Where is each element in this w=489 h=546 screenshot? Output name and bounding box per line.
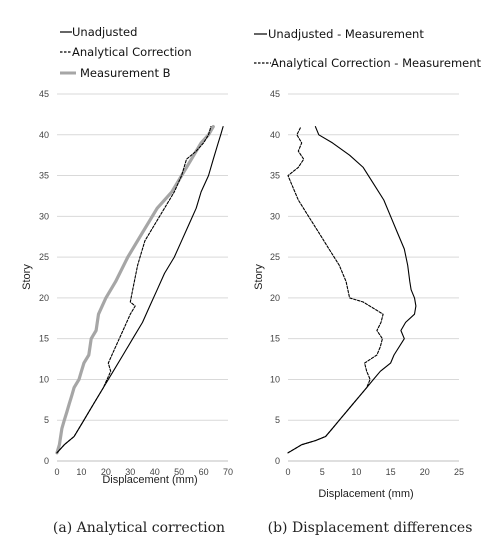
panel-b-caption: (b) Displacement differences: [268, 520, 473, 536]
panel-a-x-tick-label: 0: [54, 467, 59, 477]
panel-b-x-tick-label: 0: [285, 467, 290, 477]
panel-a-y-tick-label: 25: [39, 252, 49, 262]
panel-a-x-tick-label: 10: [76, 467, 86, 477]
panel-b-gridlines: [288, 93, 459, 421]
panel-b-y-tick-label: 20: [270, 293, 280, 303]
panel-a-x-tick-label: 70: [223, 467, 233, 477]
legend-label-unadjusted: Unadjusted: [72, 25, 137, 39]
panel-b-y-tick-label: 35: [270, 171, 280, 181]
panel-b-legend: Unadjusted - Measurement Analytical Corr…: [254, 27, 482, 70]
panel-a-y-tick-label: 0: [44, 456, 49, 466]
panel-a-y-tick-label: 20: [39, 293, 49, 303]
panel-b-y-tick-labels: 0 5 10 15 20 25 30 35 40 45: [270, 89, 280, 466]
panel-b-y-tick-label: 45: [270, 89, 280, 99]
panel-a-gridlines: [57, 93, 228, 421]
panel-a-x-tick-label: 30: [125, 467, 135, 477]
panel-a-caption: (a) Analytical correction: [53, 520, 225, 536]
panel-a-x-tick-label: 60: [199, 467, 209, 477]
panel-a-series-lines: [55, 125, 224, 455]
panel-b-x-tick-labels: 0 5 10 15 20 25: [285, 467, 464, 477]
panel-a-series-analytical-correction: [56, 126, 212, 454]
panel-b-y-tick-label: 15: [270, 334, 280, 344]
panel-b-series-analytical-correction-measurement: [287, 126, 384, 454]
panel-a-y-tick-label: 40: [39, 130, 49, 140]
legend-label-unadjusted-measurement: Unadjusted - Measurement: [268, 27, 424, 41]
panel-b-x-tick-label: 5: [320, 467, 325, 477]
panel-b-y-tick-label: 5: [275, 415, 280, 425]
panel-b-x-tick-label: 10: [351, 467, 361, 477]
panel-b: 0 5 10 15 20 25 30 35 40 45 0 5 10 15 20 25 Displaceme…: [253, 27, 482, 536]
legend-label-measurement-b: Measurement B: [80, 66, 171, 80]
panel-b-y-axis-title: Story: [253, 264, 265, 290]
panel-a-y-tick-label: 10: [39, 374, 49, 384]
panel-b-x-axis-title: Displacement (mm): [318, 488, 413, 500]
panel-b-x-tick-label: 20: [420, 467, 430, 477]
panel-a-x-tick-label: 50: [174, 467, 184, 477]
legend-label-analytical-correction: Analytical Correction: [72, 45, 192, 59]
panel-a-legend: Unadjusted Analytical Correction Measure…: [60, 25, 192, 80]
panel-a-x-tick-label: 20: [101, 467, 111, 477]
panel-a-y-axis-title: Story: [21, 264, 33, 290]
panel-b-x-tick-label: 15: [386, 467, 396, 477]
panel-a-x-axis-title: Displacement (mm): [102, 474, 197, 486]
panel-b-y-tick-label: 30: [270, 211, 280, 221]
panel-b-series-lines: [287, 126, 417, 454]
panel-a-y-tick-label: 15: [39, 334, 49, 344]
panel-b-y-tick-label: 40: [270, 130, 280, 140]
legend-label-analytical-correction-measurement: Analytical Correction - Measurement: [271, 56, 482, 70]
panel-b-x-tick-label: 25: [454, 467, 464, 477]
panel-b-y-tick-label: 0: [275, 456, 280, 466]
panel-a-series-measurement-b: [55, 125, 215, 455]
panel-b-y-tick-label: 10: [270, 374, 280, 384]
panel-b-y-tick-label: 25: [270, 252, 280, 262]
panel-a-y-tick-label: 5: [44, 415, 49, 425]
panel-a-x-tick-label: 40: [150, 467, 160, 477]
panel-a-y-tick-label: 35: [39, 171, 49, 181]
panel-a-x-tick-labels: 0 10 20 30 40 50 60 70: [54, 467, 233, 477]
panel-a-y-tick-label: 45: [39, 89, 49, 99]
panel-a-y-tick-label: 30: [39, 211, 49, 221]
panel-a-y-tick-labels: 0 5 10 15 20 25 30 35 40 45: [39, 89, 49, 466]
panel-a: 0 5 10 15 20 25 30 35 40 45 0 10 20 30 40 50 60 70 Displ…: [21, 25, 233, 536]
